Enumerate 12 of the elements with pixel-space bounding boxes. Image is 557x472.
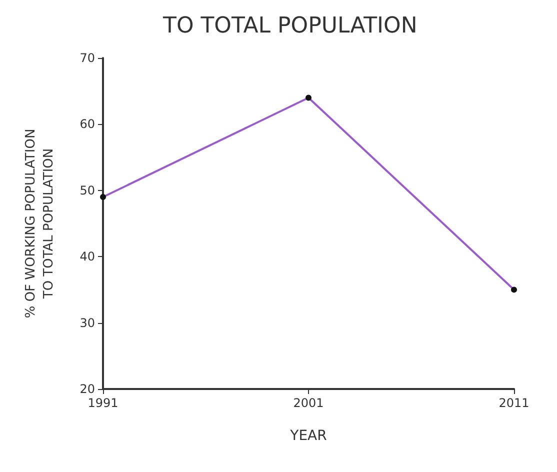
- x-tick-label: 2001: [293, 396, 324, 410]
- y-tick-label: 60: [80, 117, 95, 132]
- y-axis-title: % OF WORKING POPULATION TO TOTAL POPULATION: [24, 128, 56, 318]
- x-tick-label: 1991: [88, 396, 118, 410]
- y-tick-label: 70: [80, 51, 95, 65]
- x-tick-label: 2011: [498, 396, 530, 410]
- x-axis-title: YEAR: [289, 428, 328, 444]
- y-tick-label: 40: [80, 250, 95, 264]
- y-tick-label: 30: [80, 316, 95, 330]
- y-tick-label: 50: [80, 183, 95, 198]
- chart-title: TO TOTAL POPULATION: [162, 14, 418, 38]
- y-tick-label: 20: [80, 382, 95, 396]
